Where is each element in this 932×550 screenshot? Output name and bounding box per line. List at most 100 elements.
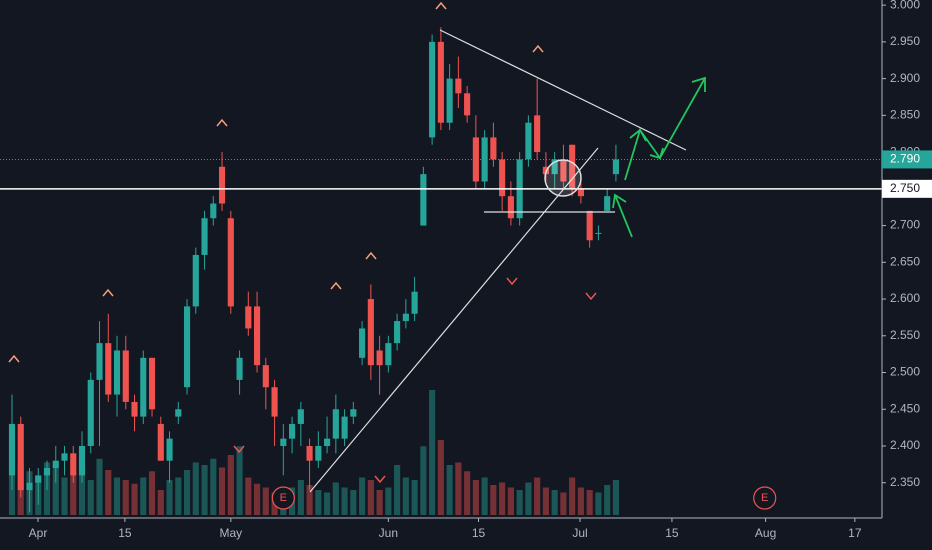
candle-body — [26, 482, 33, 491]
volume-bar — [157, 490, 164, 515]
volume-bar — [411, 480, 418, 515]
volume-bar — [420, 446, 427, 515]
highlight-circle — [544, 159, 582, 197]
candle-body — [560, 159, 567, 182]
candle-body — [464, 93, 471, 116]
volume-bar — [218, 467, 226, 515]
candle-body — [280, 438, 287, 446]
volume-bar — [262, 487, 269, 515]
y-tick-label: 2.550 — [890, 328, 920, 342]
y-tick-label: 2.650 — [890, 254, 920, 268]
candle-body — [236, 357, 243, 380]
candle-body — [525, 122, 532, 160]
x-tick-label: May — [219, 526, 242, 540]
volume-bar — [490, 485, 497, 515]
projection-path — [624, 77, 706, 181]
volume-bar — [140, 477, 147, 515]
candle-body — [534, 115, 541, 153]
trend-line — [439, 29, 687, 151]
volume-bar — [569, 477, 576, 515]
volume-bar — [166, 480, 173, 515]
candle-body — [446, 78, 453, 123]
volume-bar — [472, 480, 479, 515]
volume-bar — [341, 487, 348, 515]
candle-body — [192, 254, 199, 307]
x-tick-label: Jun — [379, 526, 398, 540]
candle-body — [17, 423, 24, 491]
volume-bar — [551, 490, 558, 515]
candle-body — [122, 350, 129, 402]
candle-body — [490, 137, 497, 160]
arrow-head — [691, 76, 706, 92]
y-tick-label: 2.350 — [890, 475, 920, 489]
candle-body — [569, 144, 576, 189]
volume-bar — [70, 471, 77, 515]
volume-bar — [516, 490, 523, 515]
volume-bar — [385, 487, 392, 515]
price-box — [882, 150, 932, 169]
arrow-head — [649, 147, 664, 160]
event-label: E — [761, 492, 768, 504]
candle-body — [324, 438, 331, 446]
volume-bar — [604, 485, 611, 515]
candle-body — [411, 291, 418, 314]
x-tick-label: Jul — [572, 526, 587, 540]
candle-body — [612, 159, 619, 175]
volume-bar — [446, 465, 453, 515]
candle-body — [61, 453, 68, 461]
volume-bar — [210, 458, 217, 515]
y-tick-label: 2.400 — [890, 438, 920, 452]
candle-body — [105, 343, 112, 395]
candle-body — [394, 321, 401, 344]
candle-body — [52, 460, 59, 469]
candle-body — [551, 159, 558, 175]
candle-body — [254, 306, 261, 366]
volume-bar — [105, 470, 112, 515]
volume-bar — [183, 470, 191, 515]
candle-body — [420, 174, 427, 226]
candle-body — [472, 137, 479, 182]
candle-body — [113, 350, 121, 395]
trend-line — [309, 147, 599, 493]
candle-body — [499, 159, 506, 197]
candle-body — [131, 401, 138, 417]
volume-bar — [367, 480, 374, 515]
volume-bar — [113, 477, 121, 515]
volume-bar — [61, 477, 68, 515]
volume-bar — [560, 492, 567, 515]
candle-body — [218, 166, 226, 204]
x-tick-label: Aug — [755, 526, 776, 540]
volume-bar — [402, 477, 409, 515]
x-tick-label: 15 — [665, 526, 679, 540]
arrows — [612, 76, 706, 238]
y-tick-label: 2.450 — [890, 401, 920, 415]
candle-body — [359, 328, 366, 358]
candle-body — [437, 41, 444, 123]
candle-body — [35, 475, 42, 483]
high-markers — [8, 1, 544, 363]
volume-bar — [306, 485, 313, 515]
y-tick-label: 2.500 — [890, 365, 920, 379]
volume-bar — [350, 490, 357, 515]
volume-bar — [227, 455, 234, 515]
price-box-label: 2.750 — [890, 181, 920, 195]
x-tick-label: 15 — [118, 526, 132, 540]
volume-bar — [525, 482, 532, 515]
candle-body — [385, 343, 392, 366]
candle-body — [604, 196, 611, 211]
volume-bar — [481, 477, 488, 515]
candle-body — [43, 468, 51, 476]
candle-body — [262, 365, 269, 388]
candle-body — [70, 453, 77, 476]
low-markers — [233, 277, 597, 484]
candle-body — [271, 387, 278, 417]
volume-bar — [464, 471, 471, 515]
volume-bar — [148, 471, 156, 515]
x-tick-label: Apr — [29, 526, 48, 540]
volume-bar — [542, 487, 549, 515]
candle-body — [350, 409, 357, 417]
arrow-head — [629, 128, 647, 142]
candle-body — [367, 299, 374, 366]
volume-bar — [507, 487, 514, 515]
